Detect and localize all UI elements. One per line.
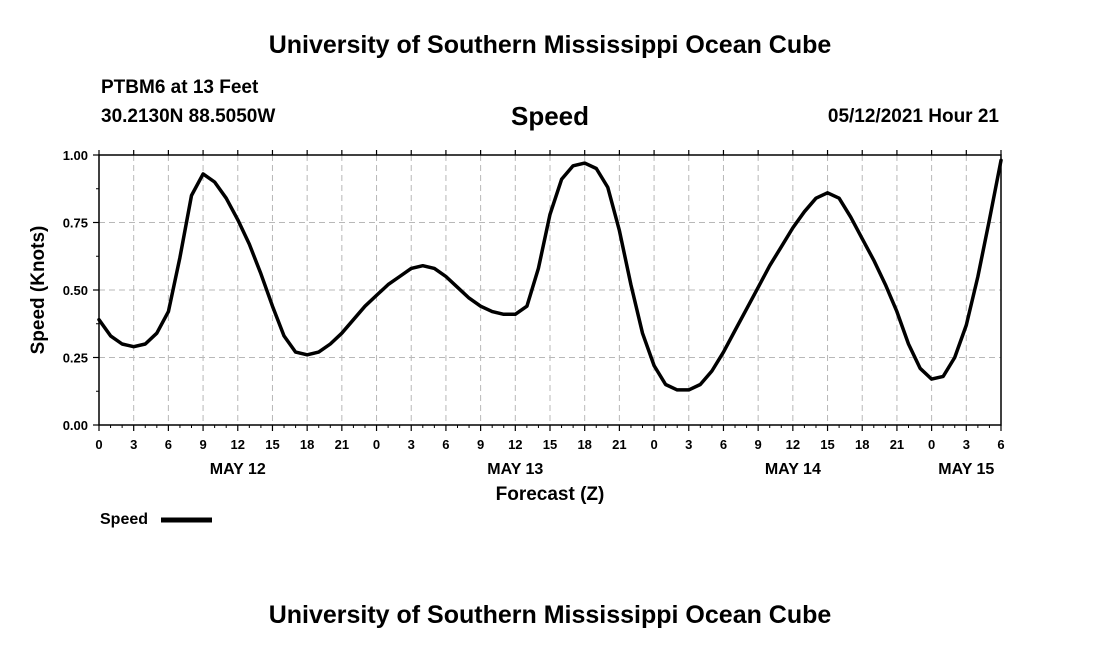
station-coordinates: 30.2130N 88.5050W <box>101 106 276 127</box>
x-axis: 0 3 6 9 12 15 18 21 0 3 6 9 12 15 18 21 0 3 6 9 12 15 18 21 0 3 6M… <box>95 150 1005 478</box>
speed-series-line <box>97 158 1003 392</box>
x-tick-label: 15 <box>820 437 834 452</box>
x-tick-label: 9 <box>477 437 484 452</box>
x-tick-label: 0 <box>95 437 102 452</box>
x-tick-label: 21 <box>612 437 626 452</box>
station-label: PTBM6 at 13 Feet <box>101 77 259 98</box>
grid-lines <box>99 155 1001 425</box>
x-tick-label: 3 <box>963 437 970 452</box>
legend-label: Speed <box>100 511 148 528</box>
x-tick-label: 0 <box>373 437 380 452</box>
forecast-timestamp: 05/12/2021 Hour 21 <box>827 106 999 127</box>
legend: Speed <box>100 511 212 528</box>
header-title: University of Southern Mississippi Ocean… <box>268 31 832 59</box>
date-label: MAY 13 <box>487 461 543 478</box>
date-label: MAY 15 <box>938 461 994 478</box>
x-tick-label: 0 <box>928 437 935 452</box>
x-tick-label: 18 <box>577 437 591 452</box>
x-tick-label: 6 <box>165 437 172 452</box>
y-tick-label: 1.00 <box>63 148 88 163</box>
x-tick-label: 21 <box>890 437 904 452</box>
x-tick-label: 12 <box>508 437 522 452</box>
footer-title: University of Southern Mississippi Ocean… <box>268 601 832 629</box>
y-tick-label: 0.00 <box>63 418 88 433</box>
x-tick-label: 3 <box>685 437 692 452</box>
chart-title: Speed <box>510 101 590 131</box>
x-tick-label: 3 <box>130 437 137 452</box>
x-tick-label: 18 <box>300 437 314 452</box>
y-axis: 0.00 0.25 0.50 0.75 1.00 <box>63 148 99 433</box>
x-tick-label: 18 <box>855 437 869 452</box>
y-tick-label: 0.75 <box>63 216 88 231</box>
x-axis-label: Forecast (Z) <box>496 484 605 505</box>
x-tick-label: 9 <box>199 437 206 452</box>
x-tick-label: 3 <box>408 437 415 452</box>
y-tick-label: 0.25 <box>63 351 88 366</box>
x-tick-label: 0 <box>650 437 657 452</box>
date-label: MAY 12 <box>210 461 266 478</box>
y-axis-label: Speed (Knots) <box>28 226 49 355</box>
x-tick-label: 15 <box>543 437 557 452</box>
x-tick-label: 12 <box>231 437 245 452</box>
y-tick-label: 0.50 <box>63 283 88 298</box>
series-group <box>97 158 1003 392</box>
x-tick-label: 12 <box>786 437 800 452</box>
x-tick-label: 6 <box>442 437 449 452</box>
x-tick-label: 6 <box>720 437 727 452</box>
x-tick-label: 15 <box>265 437 279 452</box>
x-tick-label: 21 <box>335 437 349 452</box>
x-tick-label: 9 <box>755 437 762 452</box>
date-label: MAY 14 <box>765 461 821 478</box>
x-tick-label: 6 <box>997 437 1004 452</box>
